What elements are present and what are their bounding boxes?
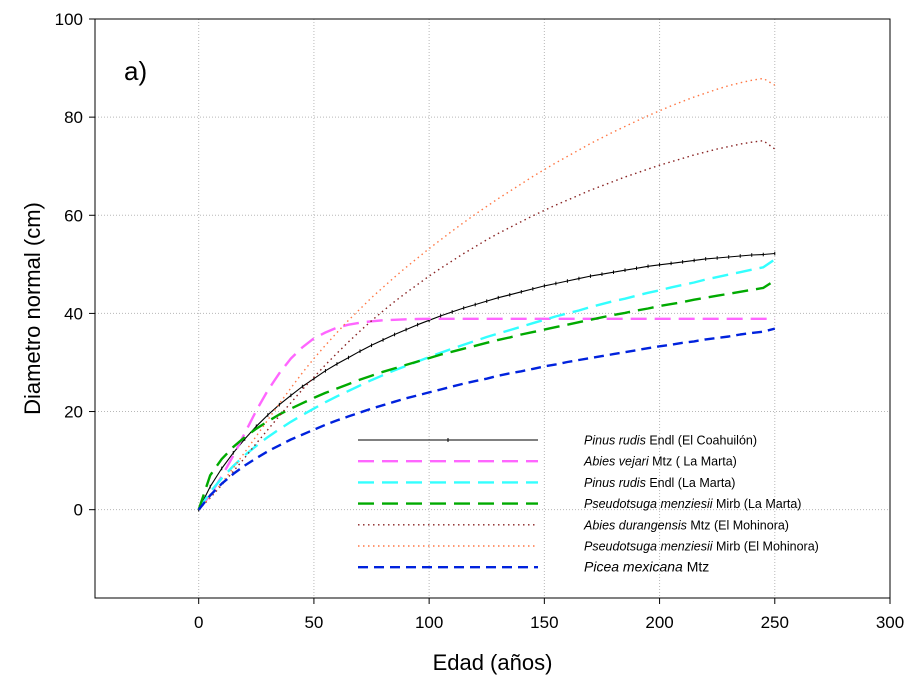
legend-label-species: Abies vejari: [583, 455, 650, 469]
legend: Pinus rudis Endl (El Coahuilón) Abies vej…: [358, 434, 819, 575]
series-line-3: [197, 279, 776, 511]
series-line-4: [198, 139, 776, 511]
series-lines: [197, 77, 776, 512]
grid-lines: [95, 19, 890, 598]
legend-label-6: Picea mexicana Mtz: [584, 559, 709, 575]
legend-label-species: Pinus rudis: [584, 434, 646, 448]
legend-label-species: Pseudotsuga menziesii: [584, 540, 714, 554]
y-axis-title: Diametro normal (cm): [20, 202, 45, 415]
series-line-6: [197, 327, 776, 511]
x-tick-label: 300: [876, 613, 904, 632]
legend-label-detail: Mirb (La Marta): [713, 497, 802, 511]
legend-label-detail: Mirb (El Mohinora): [713, 540, 819, 554]
series-line-5: [198, 77, 776, 511]
legend-label-detail: Endl (La Marta): [646, 476, 736, 490]
y-tick-label: 0: [74, 501, 83, 520]
legend-label-3: Pseudotsuga menziesii Mirb (La Marta): [584, 497, 801, 511]
y-tick-label: 20: [64, 403, 83, 422]
legend-label-detail: Mtz ( La Marta): [649, 455, 737, 469]
x-tick-label: 200: [645, 613, 673, 632]
legend-label-4: Abies durangensis Mtz (El Mohinora): [583, 518, 789, 532]
series-line-0: [198, 252, 775, 510]
x-tick-label: 250: [761, 613, 789, 632]
legend-label-detail: Mtz: [683, 559, 709, 575]
x-tick-label: 150: [530, 613, 558, 632]
legend-label-species: Abies durangensis: [583, 518, 687, 532]
legend-label-detail: Mtz (El Mohinora): [687, 518, 789, 532]
legend-label-species: Pinus rudis: [584, 476, 646, 490]
x-tick-label: 0: [194, 613, 203, 632]
legend-label-1: Abies vejari Mtz ( La Marta): [583, 455, 737, 469]
x-axis-title: Edad (años): [433, 650, 553, 675]
legend-label-species: Pseudotsuga menziesii: [584, 497, 714, 511]
legend-label-detail: Endl (El Coahuilón): [646, 434, 757, 448]
y-tick-label: 100: [55, 10, 83, 29]
x-tick-label: 100: [415, 613, 443, 632]
y-tick-label: 60: [64, 206, 83, 225]
legend-label-5: Pseudotsuga menziesii Mirb (El Mohinora): [584, 540, 819, 554]
legend-label-0: Pinus rudis Endl (El Coahuilón): [584, 434, 757, 448]
plot-frame: [94, 18, 891, 599]
axis-ticks: 0 50 100 150 200 250 300 0 20 40 60 80 100: [55, 10, 905, 632]
y-tick-label: 40: [64, 304, 83, 323]
y-tick-label: 80: [64, 108, 83, 127]
series-line-2: [197, 258, 776, 511]
legend-label-2: Pinus rudis Endl (La Marta): [584, 476, 735, 490]
series-line-1: [197, 317, 775, 511]
x-tick-label: 50: [304, 613, 323, 632]
legend-label-species: Picea mexicana: [584, 559, 683, 575]
panel-label: a): [124, 56, 147, 86]
